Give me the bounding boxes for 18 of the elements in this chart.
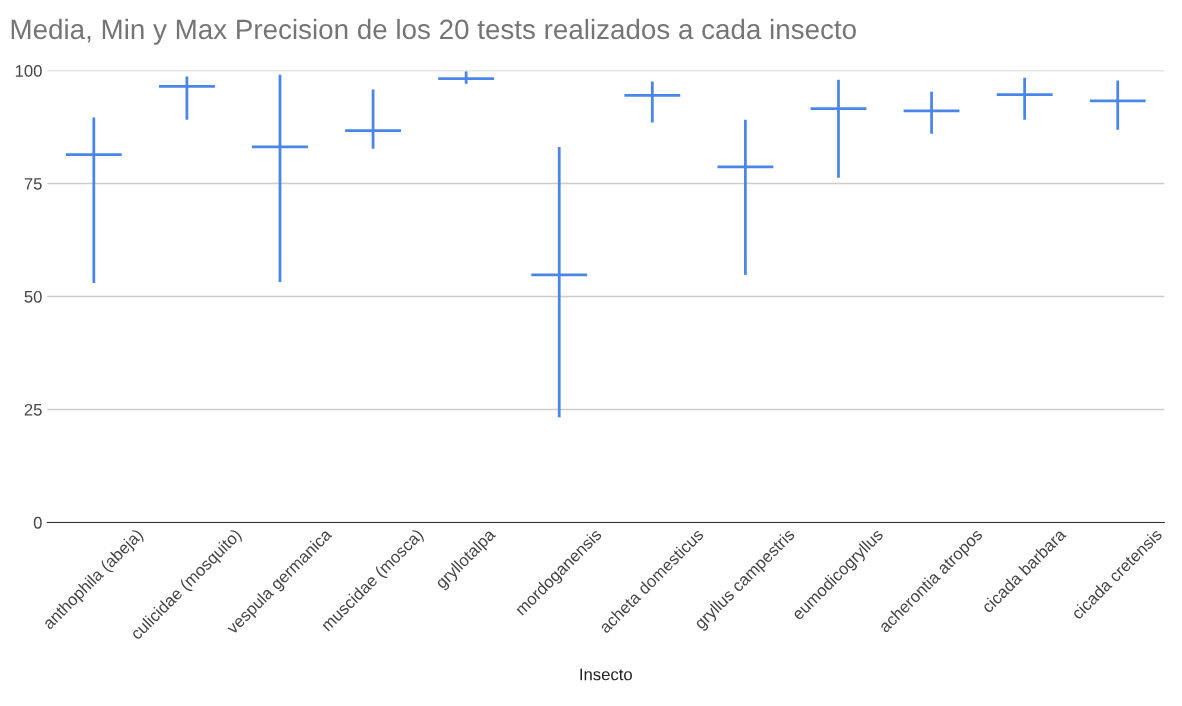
y-tick-label: 50: [24, 290, 42, 303]
candlestick: [1088, 79, 1148, 132]
candlestick: [809, 78, 868, 180]
candlestick: [343, 88, 403, 151]
candlestick: [64, 116, 124, 285]
candlestick: [995, 76, 1054, 122]
candlestick: [716, 118, 775, 277]
y-tick-label: 75: [24, 178, 42, 190]
candlestick: [529, 145, 589, 419]
candlestick: [250, 73, 310, 284]
y-tick-label: 0: [33, 516, 42, 529]
candlestick: [902, 90, 961, 136]
chart-title: Media, Min y Max Precision de los 20 tests realizados a cada insecto: [11, 18, 856, 45]
x-axis-title: Insecto: [580, 668, 632, 681]
candlestick: [157, 75, 217, 122]
candlestick: [623, 80, 682, 124]
y-tick-label: 100: [15, 65, 42, 77]
y-tick-label: 25: [24, 403, 42, 416]
